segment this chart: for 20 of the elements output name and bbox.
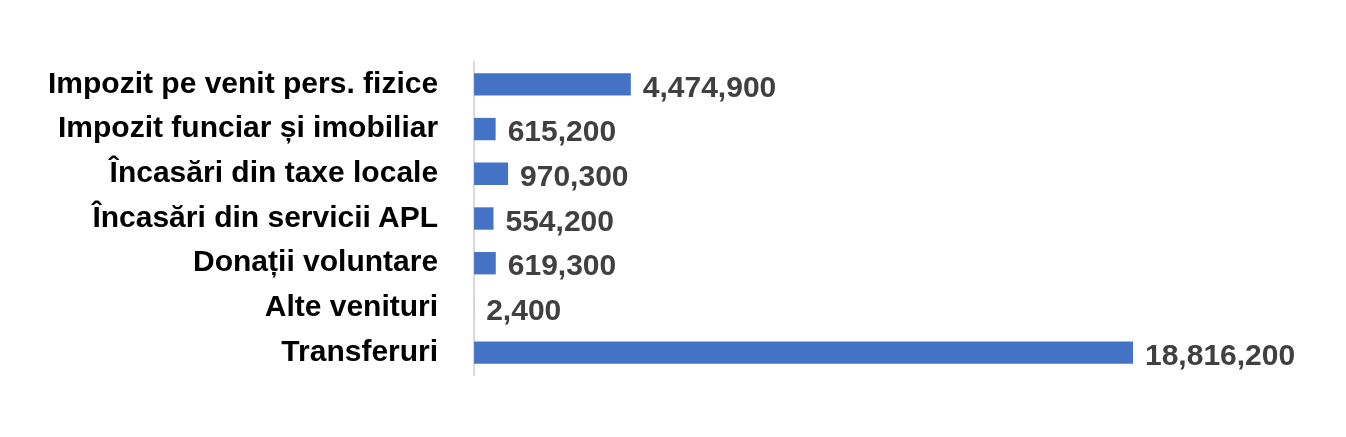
y-tick-label: Încasări din servicii APL: [90, 199, 439, 233]
bar: [474, 162, 509, 185]
bar: [474, 73, 631, 96]
data-label: 615,200: [507, 114, 617, 148]
data-label: 4,474,900: [642, 69, 777, 103]
y-tick-label: Impozit pe venit pers. fizice: [47, 65, 439, 99]
bar: [474, 341, 1133, 364]
data-label: 18,816,200: [1145, 337, 1296, 371]
data-label: 554,200: [505, 203, 614, 237]
data-label: 2,400: [486, 293, 562, 327]
y-tick-label: Donații voluntare: [193, 244, 439, 279]
bar: [474, 117, 496, 141]
bar: [474, 252, 496, 275]
y-tick-label: Încasări din taxe locale: [107, 155, 439, 189]
data-label: 970,300: [520, 159, 629, 193]
y-tick-label: Transferuri: [281, 333, 439, 367]
y-tick-label: Impozit funciar și imobiliar: [58, 110, 439, 145]
y-tick-label: Alte venituri: [264, 289, 439, 323]
data-label: 619,300: [507, 248, 617, 282]
bar: [474, 207, 494, 230]
